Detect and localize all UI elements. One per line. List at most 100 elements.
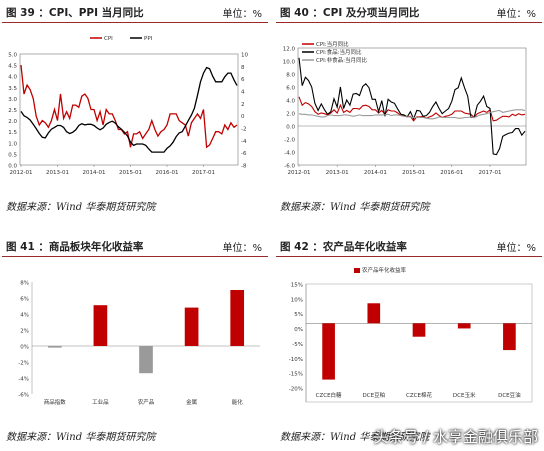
y-tick-label: -10% bbox=[289, 357, 303, 363]
y-tick-label: -15% bbox=[289, 372, 303, 378]
source-note: 数据来源：Wind 华泰期货研究院 bbox=[280, 432, 430, 443]
legend-label: PPI bbox=[144, 36, 153, 42]
source-note: 数据来源：Wind 华泰期货研究院 bbox=[6, 202, 156, 213]
y-tick-label: 4.0 bbox=[286, 99, 295, 105]
y-tick-label: 8.0 bbox=[286, 73, 295, 79]
bar bbox=[139, 346, 153, 374]
x-tick-label: 2013-01 bbox=[46, 170, 69, 176]
y2-tick-label: -4 bbox=[241, 139, 247, 145]
chart-title: 图 39 ：CPI、PPI 当月同比 bbox=[6, 7, 144, 19]
series-line bbox=[20, 66, 238, 153]
x-tick-label: 2015-01 bbox=[119, 170, 142, 176]
legend-label: CPI:非食品:当月同比 bbox=[316, 56, 367, 64]
panel-agri-returns: 图 42 ：农产品年化收益率 单位：% -20% -15% -10% -5% 0% 5% 1… bbox=[276, 236, 542, 448]
legend-label: CPI:当月同比 bbox=[316, 40, 349, 48]
bar bbox=[367, 303, 381, 324]
bar bbox=[457, 323, 471, 329]
bar bbox=[230, 290, 245, 346]
y-tick-label: -2.0 bbox=[284, 138, 295, 144]
x-tick-label: 商品指数 bbox=[44, 398, 67, 406]
watermark: 头条号 / 水享金融俱乐部 bbox=[373, 428, 538, 446]
y-tick-label: 2.5 bbox=[8, 108, 17, 114]
panel-header: 图 39 ：CPI、PPI 当月同比 单位：% bbox=[2, 2, 268, 23]
chart-cpi-components: -6.0 -4.0 -2.0 0.0 2.0 4.0 6.0 8.0 10.0 12.0 2012-… bbox=[283, 40, 527, 176]
panel-header: 图 42 ：农产品年化收益率 单位：% bbox=[276, 236, 542, 257]
y-tick-label: 0.5 bbox=[8, 152, 17, 158]
x-tick-label: 2012-01 bbox=[288, 170, 311, 176]
chart-agri-returns: -20% -15% -10% -5% 0% 5% 10% 15% CZCE白糖 DCE豆粕 CZCE… bbox=[289, 266, 533, 403]
y-tick-label: -5% bbox=[292, 342, 303, 348]
plot-frame bbox=[19, 53, 239, 166]
panel-sector-returns: 图 41 ：商品板块年化收益率 单位：% -6% -4% -2% 0% 2% 4% 6% 8%… bbox=[2, 236, 268, 448]
y-tick-label: 3.0 bbox=[8, 97, 17, 103]
y-tick-label: 0% bbox=[20, 345, 29, 351]
chart-title: 图 41 ：商品板块年化收益率 bbox=[6, 241, 144, 253]
x-tick-label: 农产品 bbox=[138, 398, 155, 406]
panel-cpi-components: 图 40 ：CPI 及分项当月同比 单位：% -6.0 -4.0 -2.0 0.0 2.… bbox=[276, 2, 542, 224]
x-tick-label: 2014-01 bbox=[83, 170, 106, 176]
y-tick-label: 10% bbox=[291, 297, 303, 303]
y-tick-label: 0% bbox=[294, 327, 303, 333]
x-tick-label: DCE豆油 bbox=[498, 391, 521, 399]
y2-tick-label: 4 bbox=[241, 90, 245, 96]
unit-label: 单位：% bbox=[222, 9, 262, 20]
y-tick-label: 4.0 bbox=[8, 75, 17, 81]
legend-label: 农产品年化收益率 bbox=[362, 266, 407, 274]
chart-title: 图 42 ：农产品年化收益率 bbox=[280, 241, 407, 253]
legend-label: CPI:食品:当月同比 bbox=[316, 48, 362, 56]
x-tick-label: 2015-01 bbox=[402, 170, 425, 176]
plot-frame bbox=[305, 283, 533, 403]
y2-tick-label: 10 bbox=[241, 53, 248, 59]
panel-cpi-ppi: 图 39 ：CPI、PPI 当月同比 单位：% 0.0 0.5 1.0 1.5 2.0 2… bbox=[2, 2, 268, 224]
bar bbox=[503, 323, 516, 351]
chart-title: 图 40 ：CPI 及分项当月同比 bbox=[280, 7, 420, 19]
y2-tick-label: 0 bbox=[241, 114, 245, 120]
y-tick-label: 6.0 bbox=[286, 86, 295, 92]
legend-swatch bbox=[354, 268, 360, 273]
x-tick-label: CZCE棉花 bbox=[406, 391, 432, 399]
unit-label: 单位：% bbox=[496, 243, 536, 254]
bar bbox=[47, 346, 62, 348]
series-line bbox=[298, 57, 526, 156]
y2-tick-label: 2 bbox=[241, 102, 245, 108]
y-tick-label: 8% bbox=[20, 281, 29, 287]
x-tick-label: 2016-01 bbox=[156, 170, 179, 176]
y-tick-label: 5.0 bbox=[8, 53, 17, 59]
x-tick-label: DCE豆粕 bbox=[363, 391, 386, 399]
x-tick-label: 2017-01 bbox=[192, 170, 215, 176]
y-tick-label: -2% bbox=[18, 361, 29, 367]
x-tick-label: 2013-01 bbox=[326, 170, 349, 176]
bar bbox=[412, 323, 426, 337]
y-tick-label: 2% bbox=[20, 329, 29, 335]
y2-tick-label: 8 bbox=[241, 65, 245, 71]
legend-label: CPI bbox=[104, 36, 113, 42]
bar bbox=[93, 305, 108, 346]
bar bbox=[322, 323, 335, 380]
y-tick-label: 1.0 bbox=[8, 141, 17, 147]
y-tick-label: 3.5 bbox=[8, 86, 17, 92]
panel-header: 图 40 ：CPI 及分项当月同比 单位：% bbox=[276, 2, 542, 23]
series-line bbox=[20, 65, 238, 149]
y-tick-label: 6% bbox=[20, 297, 29, 303]
unit-label: 单位：% bbox=[496, 9, 536, 20]
bar bbox=[184, 307, 199, 346]
y2-tick-label: -8 bbox=[241, 164, 247, 170]
y-tick-label: -4.0 bbox=[284, 151, 295, 157]
y-tick-label: 5% bbox=[294, 312, 303, 318]
unit-label: 单位：% bbox=[222, 243, 262, 254]
y-tick-label: -4% bbox=[18, 377, 29, 383]
y-tick-label: -6.0 bbox=[284, 164, 295, 170]
x-tick-label: DCE玉米 bbox=[453, 391, 476, 399]
x-tick-label: 2016-01 bbox=[440, 170, 463, 176]
y2-tick-label: 6 bbox=[241, 77, 245, 83]
y-tick-label: 15% bbox=[291, 283, 303, 289]
x-tick-label: 2012-01 bbox=[10, 170, 33, 176]
x-tick-label: 金属 bbox=[186, 398, 197, 406]
y-tick-label: 10.0 bbox=[283, 60, 296, 66]
plot-frame bbox=[297, 47, 527, 166]
x-tick-label: 2017-01 bbox=[478, 170, 501, 176]
y-tick-label: -20% bbox=[289, 387, 303, 393]
x-tick-label: 2014-01 bbox=[364, 170, 387, 176]
y-tick-label: -6% bbox=[18, 393, 29, 399]
x-tick-label: CZCE白糖 bbox=[316, 391, 342, 399]
